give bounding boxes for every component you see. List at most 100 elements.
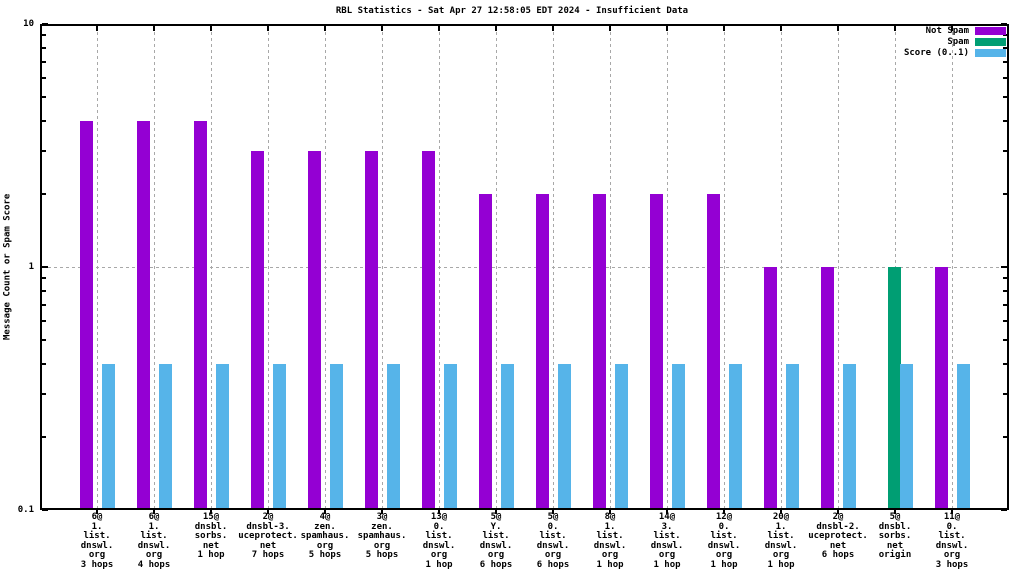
x-axis-label-line: list. — [482, 531, 510, 541]
x-axis-label-line: 12@ — [715, 512, 733, 522]
x-axis-label-line: org — [772, 550, 790, 560]
x-tick-bottom — [495, 510, 497, 514]
y-tick-minor-left — [42, 393, 46, 395]
x-axis-label-line: dnswl. — [536, 540, 570, 551]
x-axis-label-line: list. — [83, 531, 111, 541]
bar-score — [558, 364, 571, 509]
legend-item: Score (0..1) — [904, 47, 1006, 58]
bar-score — [330, 364, 343, 509]
x-axis-label-line: Y. — [490, 521, 502, 532]
x-axis-label-line: org — [88, 550, 106, 560]
x-tick-top — [96, 26, 98, 31]
x-tick-bottom — [153, 510, 155, 514]
x-axis-label-line: 2@ — [262, 512, 274, 522]
x-axis-label-line: dnswl. — [422, 540, 456, 551]
x-axis-label-line: 1 hop — [197, 550, 225, 560]
x-axis-label-line: list. — [710, 531, 738, 541]
x-axis-label-line: 13@ — [430, 512, 448, 522]
x-tick-top — [666, 26, 668, 31]
x-axis-label-line: 1. — [604, 521, 616, 532]
bar-not-spam — [479, 194, 492, 509]
x-axis-label-line: org — [943, 550, 961, 560]
x-axis-label: 4@ zen. spamhaus. org 5 hops — [293, 512, 357, 561]
x-axis-label-line: 1. — [91, 521, 103, 532]
x-axis-label-line: net — [886, 540, 904, 551]
x-axis-label-line: spamhaus. — [357, 531, 407, 541]
x-axis-label-line: 0. — [718, 521, 730, 532]
bar-not-spam — [935, 267, 948, 509]
x-axis-label: 2@ dnsbl-3. uceprotect. net 7 hops — [236, 512, 300, 561]
x-tick-bottom — [609, 510, 611, 514]
y-tick-minor-right — [1003, 320, 1007, 322]
y-tick-minor-right — [1003, 393, 1007, 395]
bar-not-spam — [764, 267, 777, 509]
x-axis-label-line: 15@ — [202, 512, 220, 522]
x-axis-label-line: 5@ — [547, 512, 559, 522]
bar-not-spam — [650, 194, 663, 509]
x-tick-top — [723, 26, 725, 31]
x-tick-top — [324, 26, 326, 31]
x-axis-label-line: dnswl. — [479, 540, 513, 551]
x-axis-label-line: net — [202, 540, 220, 551]
x-tick-bottom — [723, 510, 725, 514]
x-axis-label-line: sorbs. — [194, 531, 228, 541]
bar-not-spam — [80, 121, 93, 509]
y-tick-major-left — [42, 266, 48, 268]
x-axis-label-line: 5@ — [490, 512, 502, 522]
y-tick-minor-right — [1003, 193, 1007, 195]
y-tick-minor-left — [42, 34, 46, 36]
x-axis-label: 20@ 1. list. dnswl. org 1 hop — [749, 512, 813, 570]
bar-score — [786, 364, 799, 509]
x-axis-label-line: org — [658, 550, 676, 560]
x-tick-top — [381, 26, 383, 31]
x-axis-label-line: list. — [596, 531, 624, 541]
y-tick-minor-right — [1003, 290, 1007, 292]
bar-score — [501, 364, 514, 509]
x-axis-label-line: list. — [539, 531, 567, 541]
bar-score — [273, 364, 286, 509]
x-axis-label-line: dnsbl-3. — [246, 521, 290, 532]
x-tick-top — [951, 26, 953, 31]
bar-not-spam — [194, 121, 207, 509]
x-tick-top — [438, 26, 440, 31]
x-axis-label-line: zen. — [314, 521, 336, 532]
x-axis-label-line: 0. — [946, 521, 958, 532]
x-tick-top — [267, 26, 269, 31]
y-tick-minor-left — [42, 304, 46, 306]
y-tick-minor-right — [1003, 47, 1007, 49]
x-axis-label-line: uceprotect. — [808, 531, 868, 541]
x-axis-label-line: dnswl. — [707, 540, 741, 551]
bar-not-spam — [308, 151, 321, 509]
x-axis-label-line: 14@ — [658, 512, 676, 522]
x-axis-label-line: list. — [938, 531, 966, 541]
x-axis-label-line: 1. — [148, 521, 160, 532]
x-axis-label-line: org — [316, 540, 334, 551]
legend: Not Spam Spam Score (0..1) — [904, 25, 1006, 58]
bar-score — [615, 364, 628, 509]
x-axis-label-line: dnsbl. — [878, 521, 912, 532]
x-axis-label-line: 3 hops — [935, 559, 969, 570]
y-tick-minor-left — [42, 290, 46, 292]
x-tick-top — [894, 26, 896, 31]
legend-item: Spam — [904, 36, 1006, 47]
x-axis-label-line: dnsbl. — [194, 521, 228, 532]
x-axis-label-line: dnswl. — [593, 540, 627, 551]
chart-title: RBL Statistics - Sat Apr 27 12:58:05 EDT… — [335, 6, 689, 16]
x-tick-top — [837, 26, 839, 31]
x-axis-label-line: 1 hop — [596, 559, 624, 570]
y-tick-minor-left — [42, 47, 46, 49]
x-axis-label-line: 4@ — [319, 512, 331, 522]
x-axis-label-line: 1 hop — [767, 559, 795, 570]
x-axis-label-line: org — [715, 550, 733, 560]
x-tick-top — [609, 26, 611, 31]
x-axis-label-line: 6 hops — [821, 550, 855, 560]
legend-swatch — [975, 26, 1006, 35]
y-tick-minor-right — [1003, 363, 1007, 365]
legend-swatch — [975, 37, 1006, 46]
bar-not-spam — [137, 121, 150, 509]
x-axis-label-line: zen. — [371, 521, 393, 532]
legend-item: Not Spam — [904, 25, 1006, 36]
bar-score — [672, 364, 685, 509]
x-axis-label-line: org — [601, 550, 619, 560]
